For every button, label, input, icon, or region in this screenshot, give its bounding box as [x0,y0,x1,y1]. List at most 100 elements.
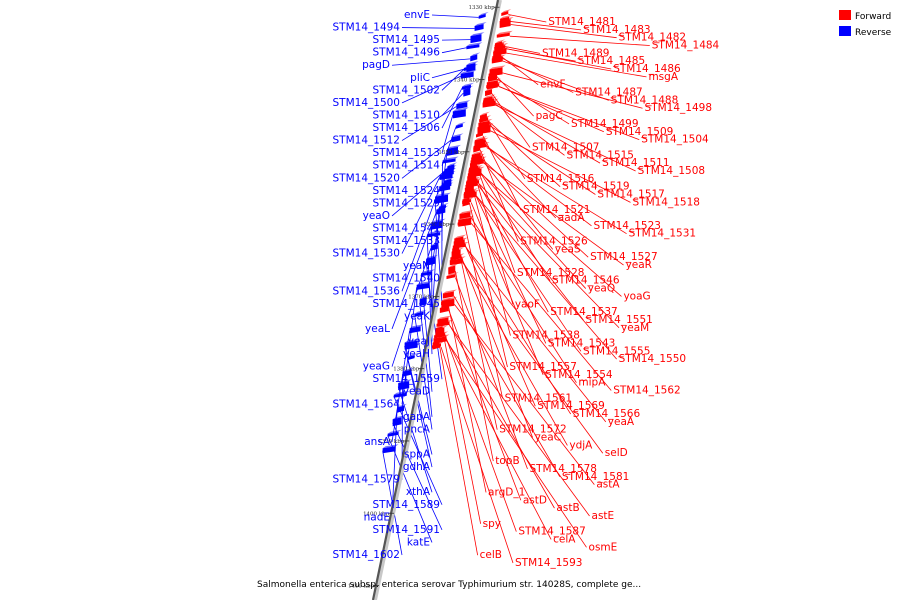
gene-feature-top [402,367,415,372]
gene-feature [470,52,481,62]
gene-label-forward: STM14_1581 [562,471,629,483]
gene-feature-top [461,82,474,87]
gene-feature-top [455,121,466,126]
gene-feature-block [409,326,421,334]
gene-label-forward: STM14_1486 [613,63,681,75]
leader-line-forward [475,178,549,313]
gene-label-forward: STM14_1485 [578,55,645,67]
leader-line-forward [442,330,482,524]
gene-feature-top [463,188,478,193]
gene-feature-top [435,324,446,329]
leader-line-reverse [407,358,433,468]
gene-feature-block [446,274,456,280]
gene-feature [427,230,444,238]
gene-label-reverse: STM14_1495 [373,34,440,46]
gene-feature-block [439,184,451,192]
backbone-shadow [373,0,502,600]
gene-feature-block [474,24,484,32]
gene-feature [463,63,478,71]
gene-label-forward: yeaS [555,243,581,255]
gene-feature-top [469,163,482,168]
gene-feature-block [442,158,456,164]
gene-feature [448,263,459,275]
gene-feature-top [456,100,471,105]
gene-feature-top [466,178,483,183]
gene-label-forward: STM14_1561 [505,392,572,404]
gene-label-forward: STM14_1551 [585,314,652,326]
gene-label-forward: STM14_1527 [590,251,657,263]
gene-label-forward: osmE [589,541,618,553]
gene-label-reverse: ansA [364,436,391,448]
leader-line-forward [481,158,589,258]
gene-feature [463,189,480,199]
gene-feature-top [435,325,448,330]
gene-label-forward: STM14_1509 [606,126,673,138]
gene-feature-block [404,340,418,350]
gene-feature-top [460,69,477,74]
leader-line-forward [454,270,494,462]
gene-feature-block [432,343,442,349]
gene-feature-block [414,311,424,317]
leader-line-forward [461,258,568,446]
gene-label-forward: STM14_1569 [537,400,604,412]
gene-label-reverse: pliC [410,72,430,84]
gene-feature-top [416,280,433,285]
gene-feature-top [452,244,463,249]
legend: Forward Reverse [839,10,892,38]
leader-line-forward [440,346,514,564]
gene-label-forward: STM14_1516 [527,173,595,185]
gene-label-reverse: STM14_1564 [333,398,401,410]
gene-feature-top [449,256,466,261]
gene-feature-block [478,13,486,19]
gene-label-forward: STM14_1482 [619,32,686,44]
gene-feature-block [457,220,465,226]
gene-label-reverse: yeaD [403,386,430,398]
gene-feature [451,133,464,143]
leader-line-reverse [397,386,433,493]
gene-feature [455,121,466,129]
gene-feature [387,429,402,437]
gene-label-reverse: STM14_1524 [373,185,441,197]
gene-feature-top [494,40,507,45]
gene-feature-top [470,156,487,161]
gene-feature [435,192,452,204]
gene-label-forward: argD_1 [488,486,525,498]
leader-line-forward [506,52,647,78]
gene-feature-block [475,132,483,138]
leader-line-forward [443,333,517,532]
label-leader-lines [382,14,650,564]
leader-line-reverse [393,396,443,505]
leader-line-forward [462,240,536,407]
gene-feature-block [501,11,509,17]
legend-label-reverse: Reverse [855,28,892,38]
gene-feature-top [444,165,457,170]
gene-feature-block [466,44,480,50]
leader-line-reverse [401,75,461,104]
gene-label-forward: STM14_1489 [542,47,609,59]
gene-feature [456,100,471,110]
gene-feature-top [427,230,444,235]
leader-line-forward [483,142,557,219]
gene-feature-top [471,153,486,158]
gene-label-reverse: STM14_1502 [373,84,440,96]
leader-line-reverse [441,47,467,54]
gene-feature [419,295,430,307]
leader-line-forward [460,254,533,438]
gene-label-forward: STM14_1538 [512,330,579,342]
gene-feature-top [442,289,457,294]
gene-feature-block [470,54,478,62]
gene-feature [430,241,441,251]
gene-label-forward: STM14_1531 [629,228,696,240]
gene-feature-top [482,98,499,103]
gene-feature-block [461,84,471,90]
gene-feature-block [439,305,449,313]
gene-feature [478,11,489,19]
gene-label-forward: astE [592,510,615,522]
gene-label-reverse: yeaK [404,310,431,322]
leader-line-forward [479,171,587,289]
gene-feature-top [478,11,489,16]
gene-feature-block [451,135,461,143]
gene-feature [409,324,424,334]
gene-label-forward: STM14_1504 [641,134,709,146]
gene-feature-block [485,89,493,97]
